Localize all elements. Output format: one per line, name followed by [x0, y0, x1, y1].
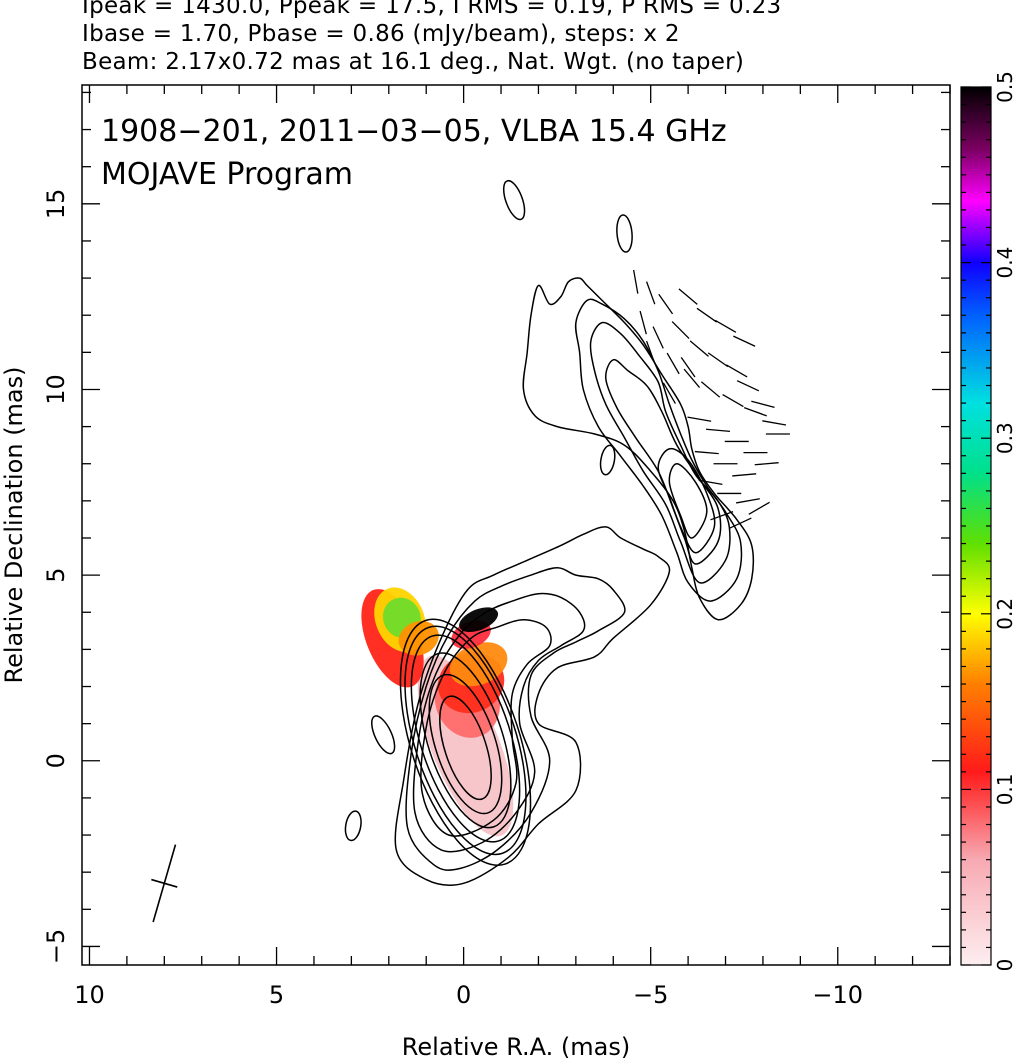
evpa-vector: [700, 381, 721, 398]
isolated-contour: [599, 444, 616, 476]
evpa-vector: [694, 450, 719, 455]
colorbar-tick-label: 0.3: [993, 422, 1017, 454]
evpa-vector: [687, 416, 712, 422]
core-contour: [439, 695, 492, 801]
colorbar-tick-label: 0.2: [993, 598, 1017, 630]
core-contour: [419, 652, 512, 829]
colorbar-tick-label: 0: [993, 959, 1017, 972]
evpa-vector: [680, 356, 696, 378]
isolated-contour: [371, 715, 396, 755]
x-axis-label: Relative R.A. (mas): [402, 1033, 630, 1061]
chart-title: 1908−201, 2011−03−05, VLBA 15.4 GHz: [101, 114, 727, 149]
core-contour: [428, 673, 503, 815]
evpa-vector: [658, 293, 674, 315]
evpa-vector: [662, 382, 676, 404]
colorbar-tick-label: 0.5: [993, 71, 1017, 103]
y-tick-label: 10: [42, 374, 70, 405]
evpa-vector: [729, 517, 752, 529]
evpa-vector: [706, 428, 731, 433]
header-peak-line: Ipeak = 1430.0, Ppeak = 17.5, I RMS = 0.…: [82, 0, 782, 19]
isolated-contour: [344, 810, 362, 842]
evpa-vector: [748, 501, 770, 515]
evpa-vector: [652, 326, 664, 349]
colorbar-tick-label: 0.4: [993, 247, 1017, 279]
evpa-vector: [733, 335, 756, 347]
x-tick-label: 10: [74, 981, 105, 1009]
jet-component-contour: [657, 447, 716, 554]
evpa-vector: [751, 400, 775, 409]
axis-ticks: [82, 85, 951, 965]
evpa-vector: [736, 498, 760, 504]
core-contour: [399, 618, 532, 866]
y-tick-label: 5: [42, 567, 70, 582]
evpa-vector: [689, 340, 709, 357]
core-contour: [404, 625, 527, 856]
x-tick-label: −5: [633, 981, 668, 1009]
chart-subtitle: MOJAVE Program: [101, 157, 353, 192]
evpa-vector: [639, 310, 647, 335]
evpa-vector: [633, 269, 639, 294]
beam-symbol: [151, 844, 178, 923]
colorbar-ticks: [961, 86, 991, 966]
header-beam-line: Beam: 2.17x0.72 mas at 16.1 deg., Nat. W…: [82, 49, 745, 75]
evpa-vector: [714, 319, 737, 333]
evpa-vector: [645, 340, 656, 364]
y-tick-label: 15: [42, 189, 70, 220]
y-tick-label: 0: [42, 753, 70, 768]
evpa-vector: [645, 281, 656, 305]
evpa-vector: [732, 473, 757, 477]
evpa-vector: [736, 380, 760, 392]
evpa-vector: [722, 394, 744, 408]
evpa-vector: [678, 288, 698, 305]
evpa-vector: [754, 462, 779, 466]
jet-component-contour: [589, 321, 731, 584]
colorbar-tick-labels: 0 0.1 0.2 0.3 0.4 0.5: [993, 71, 1017, 971]
core-jet-contour: [405, 566, 626, 871]
evpa-vector: [666, 352, 680, 375]
evpa-vector: [743, 407, 767, 417]
jet-component-contour: [522, 277, 755, 621]
plot-frame: [81, 84, 951, 966]
core-contour: [410, 634, 521, 843]
y-axis-label: Relative Declination (mas): [0, 366, 28, 683]
beam-minor-axis: [151, 878, 178, 888]
axis-tick-labels: 10 5 0 −5 −10 −5 0 5 10 15: [42, 189, 863, 1009]
x-tick-label: −10: [812, 981, 863, 1009]
jet-component-contour: [668, 462, 708, 539]
y-tick-label: −5: [42, 929, 70, 964]
colorbar-tick-label: 0.1: [993, 773, 1017, 805]
header-base-line: Ibase = 1.70, Pbase = 0.86 (mJy/beam), s…: [82, 21, 680, 47]
evpa-vector: [762, 420, 787, 426]
jet-component-contour: [574, 298, 743, 602]
core-jet-contour: [420, 618, 552, 837]
evpa-vector: [696, 307, 718, 323]
isolated-contour: [502, 179, 526, 221]
evpa-vector: [671, 321, 690, 340]
evpa-vector: [683, 368, 701, 388]
polarization-patch: [398, 620, 439, 656]
core-jet-contour: [394, 526, 671, 886]
core-jet-contour: [412, 592, 586, 853]
evpa-vector: [707, 352, 729, 368]
x-tick-label: 5: [269, 981, 284, 1009]
evpa-vector: [710, 511, 734, 521]
evpa-vectors: [633, 269, 790, 529]
evpa-vector: [698, 479, 723, 486]
total-intensity-contours: [344, 179, 755, 886]
isolated-contour: [616, 214, 633, 253]
evpa-vector: [726, 364, 748, 378]
x-tick-label: 0: [456, 981, 471, 1009]
jet-component-contour: [605, 358, 722, 565]
